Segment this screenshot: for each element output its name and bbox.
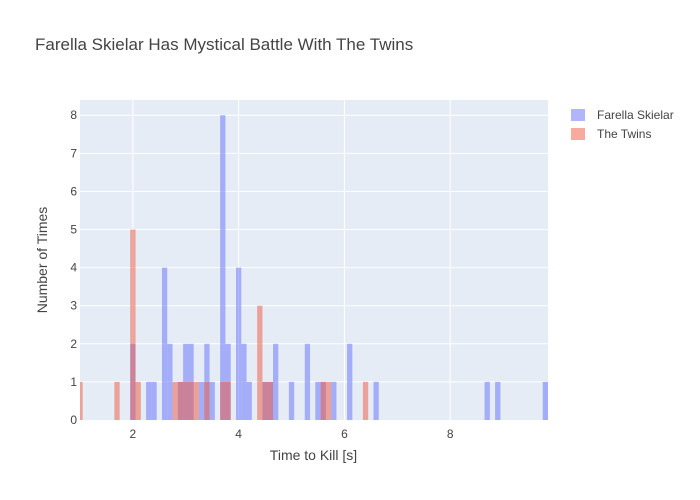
y-tick-label: 4: [70, 261, 77, 275]
histogram-bar[interactable]: [204, 381, 210, 420]
histogram-bar[interactable]: [220, 115, 226, 420]
histogram-bar[interactable]: [542, 381, 548, 420]
x-tick-label: 2: [130, 427, 137, 441]
histogram-bar[interactable]: [167, 343, 173, 420]
histogram-bar[interactable]: [331, 381, 337, 420]
y-tick-label: 3: [70, 299, 77, 313]
histogram-bar[interactable]: [246, 381, 252, 420]
histogram-bar[interactable]: [373, 381, 379, 420]
histogram-bar[interactable]: [288, 381, 295, 420]
histogram-bar[interactable]: [172, 381, 178, 420]
legend-swatch: [571, 128, 585, 140]
histogram-bar[interactable]: [304, 343, 311, 420]
histogram-bar[interactable]: [146, 381, 152, 420]
legend[interactable]: Farella Skielar The Twins: [571, 108, 674, 141]
histogram-bar[interactable]: [177, 381, 184, 420]
y-tick-label: 8: [70, 108, 77, 122]
histogram-bar[interactable]: [220, 381, 226, 420]
histogram-bar[interactable]: [325, 381, 332, 420]
x-axis-ticks: 2 4 6 8: [130, 427, 454, 441]
histogram-bar[interactable]: [257, 305, 263, 420]
histogram-bar[interactable]: [188, 381, 194, 420]
legend-label: Farella Skielar: [597, 108, 674, 122]
histogram-bar[interactable]: [193, 381, 199, 420]
histogram-bar[interactable]: [484, 381, 490, 420]
histogram-bar[interactable]: [273, 343, 279, 420]
y-axis-ticks: 0 1 2 3 4 5 6 7 8: [70, 108, 77, 427]
x-tick-label: 4: [235, 427, 242, 441]
histogram-bar[interactable]: [130, 229, 136, 420]
y-tick-label: 2: [70, 337, 77, 351]
legend-label: The Twins: [597, 127, 651, 141]
histogram-bar[interactable]: [183, 381, 189, 420]
histogram-bar[interactable]: [262, 381, 268, 420]
x-tick-label: 8: [447, 427, 454, 441]
legend-swatch: [571, 109, 585, 121]
histogram-bar[interactable]: [320, 381, 326, 420]
x-tick-label: 6: [341, 427, 348, 441]
histogram-bar[interactable]: [114, 381, 120, 420]
chart-title: Farella Skielar Has Mystical Battle With…: [35, 35, 413, 54]
legend-item[interactable]: The Twins: [571, 127, 651, 141]
y-tick-label: 0: [70, 413, 77, 427]
histogram-bar[interactable]: [198, 381, 205, 420]
legend-item[interactable]: Farella Skielar: [571, 108, 674, 122]
histogram-bar[interactable]: [315, 381, 321, 420]
histogram-bar[interactable]: [225, 381, 231, 420]
histogram-bar[interactable]: [362, 381, 369, 420]
y-axis-label: Number of Times: [34, 207, 50, 314]
histogram-bar[interactable]: [241, 343, 247, 420]
histogram-bar[interactable]: [151, 381, 157, 420]
histogram-bar[interactable]: [495, 381, 501, 420]
histogram-bars: [80, 115, 548, 420]
y-tick-label: 1: [70, 375, 77, 389]
y-tick-label: 6: [70, 184, 77, 198]
histogram-bar[interactable]: [209, 381, 215, 420]
y-tick-label: 7: [70, 146, 77, 160]
histogram-bar[interactable]: [161, 267, 168, 420]
y-tick-label: 5: [70, 223, 77, 237]
histogram-bar[interactable]: [347, 343, 353, 420]
histogram-bar[interactable]: [236, 267, 242, 420]
plot-area: [80, 100, 548, 420]
x-axis-label: Time to Kill [s]: [270, 447, 357, 463]
histogram-bar[interactable]: [267, 381, 274, 420]
series-2-bars: [80, 229, 369, 420]
histogram-bar[interactable]: [80, 381, 83, 420]
histogram-bar[interactable]: [135, 381, 141, 420]
